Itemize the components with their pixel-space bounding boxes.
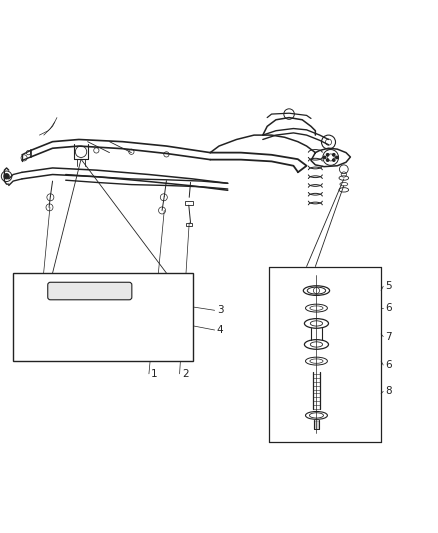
Circle shape [4, 174, 9, 179]
Circle shape [323, 156, 326, 159]
Text: 1: 1 [151, 369, 158, 379]
FancyBboxPatch shape [186, 223, 192, 226]
Text: 6: 6 [385, 303, 392, 313]
Text: 2: 2 [182, 369, 188, 379]
FancyBboxPatch shape [185, 201, 193, 205]
FancyBboxPatch shape [48, 282, 132, 300]
Circle shape [332, 154, 335, 156]
Text: 1: 1 [42, 312, 48, 322]
FancyBboxPatch shape [13, 273, 193, 361]
Circle shape [326, 154, 329, 156]
Text: 7: 7 [385, 332, 392, 342]
Text: 3: 3 [217, 305, 223, 316]
Circle shape [336, 156, 338, 159]
Text: 4: 4 [217, 325, 223, 335]
Circle shape [332, 159, 335, 161]
Text: 8: 8 [385, 386, 392, 397]
Circle shape [88, 300, 92, 303]
Circle shape [326, 159, 329, 161]
Text: 5: 5 [385, 281, 392, 291]
Text: 6: 6 [385, 360, 392, 370]
